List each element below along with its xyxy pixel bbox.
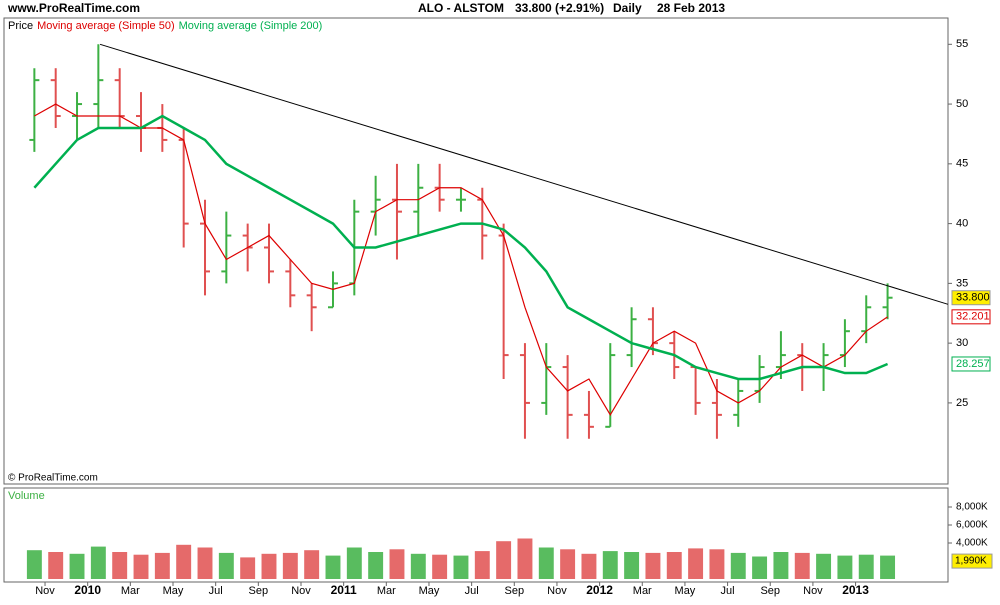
volume-bar <box>837 555 853 579</box>
volume-bar <box>48 552 64 579</box>
volume-bar <box>794 552 810 579</box>
last-volume-box <box>951 553 993 569</box>
x-tick-label: Jul <box>465 585 479 597</box>
x-tick-label: 2010 <box>74 583 101 597</box>
site-name: www.ProRealTime.com <box>7 1 140 15</box>
y-tick-label: 40 <box>956 218 968 230</box>
y-tick-label: 45 <box>956 158 968 170</box>
quote: 33.800 (+2.91%) <box>515 1 604 15</box>
volume-bar <box>325 555 341 579</box>
x-tick-label: May <box>419 585 440 597</box>
volume-bar <box>858 554 874 579</box>
volume-bar <box>432 554 448 579</box>
volume-bar <box>368 552 384 579</box>
x-tick-label: Nov <box>547 585 567 597</box>
y-tick-label: 25 <box>956 397 968 409</box>
volume-bar <box>752 556 768 579</box>
volume-bar <box>197 547 213 579</box>
x-tick-label: Jul <box>209 585 223 597</box>
x-tick-label: May <box>163 585 184 597</box>
y-tick-label: 50 <box>956 98 968 110</box>
volume-bar <box>496 541 512 579</box>
x-tick-label: Nov <box>803 585 823 597</box>
instrument: ALO - ALSTOM <box>418 1 504 15</box>
volume-bar <box>112 552 128 579</box>
moving-average <box>33 114 889 381</box>
volume-bar <box>602 551 618 579</box>
moving-average <box>34 103 888 417</box>
volume-bar <box>709 549 725 579</box>
volume-bar <box>389 549 405 579</box>
volume-bar <box>474 551 490 579</box>
volume-bar <box>880 555 896 579</box>
volume-bar <box>218 552 234 579</box>
last-value-label: 32.201 <box>956 311 990 323</box>
volume-bar <box>645 552 661 579</box>
volume-bar <box>666 552 682 579</box>
volume-bar <box>560 549 576 579</box>
volume-bar <box>304 550 320 579</box>
volume-bar <box>240 557 256 579</box>
x-tick-label: 2013 <box>842 583 869 597</box>
last-value-box <box>951 356 991 372</box>
y-tick-label: 8,000K <box>956 502 988 513</box>
trendline <box>99 43 949 305</box>
last-value-label: 28.257 <box>956 358 990 370</box>
volume-bar <box>624 552 640 579</box>
x-tick-label: Nov <box>291 585 311 597</box>
x-tick-label: Sep <box>760 585 780 597</box>
volume-bar <box>538 547 554 579</box>
x-tick-label: Mar <box>121 585 140 597</box>
last-value-box <box>951 290 991 306</box>
last-value-label: 33.800 <box>956 292 990 304</box>
last-volume-label: 1,990K <box>955 556 987 567</box>
price-frame <box>3 17 949 485</box>
volume-bar <box>453 555 469 579</box>
y-tick-label: 55 <box>956 38 968 50</box>
volume-bar <box>69 553 85 579</box>
volume-bar <box>282 552 298 579</box>
volume-bar <box>517 538 533 579</box>
volume-bar <box>346 547 362 579</box>
volume-bar <box>688 548 704 579</box>
volume-bar <box>90 546 106 579</box>
x-tick-label: Sep <box>505 585 525 597</box>
volume-bar <box>581 553 597 579</box>
x-tick-label: Mar <box>377 585 396 597</box>
volume-bar <box>133 554 149 579</box>
last-value-box <box>951 309 991 325</box>
x-tick-label: Mar <box>633 585 652 597</box>
y-tick-label: 30 <box>956 337 968 349</box>
x-tick-label: Jul <box>721 585 735 597</box>
volume-bar <box>176 544 192 579</box>
volume-bar <box>730 552 746 579</box>
volume-bar <box>261 553 277 579</box>
volume-bar <box>816 553 832 579</box>
period: Daily <box>613 1 642 15</box>
legend-entry: Moving average (Simple 50) <box>37 20 175 32</box>
volume-title: Volume <box>8 490 45 502</box>
legend-entry: Moving average (Simple 200) <box>179 20 323 32</box>
volume-bar <box>410 553 426 579</box>
y-tick-label: 4,000K <box>956 538 988 549</box>
volume-bar <box>773 552 789 579</box>
x-tick-label: 2012 <box>586 583 613 597</box>
volume-bar <box>154 552 170 579</box>
date: 28 Feb 2013 <box>657 1 725 15</box>
y-tick-label: 35 <box>956 277 968 289</box>
legend-entry: Price <box>8 20 33 32</box>
x-tick-label: Sep <box>249 585 269 597</box>
x-tick-label: May <box>675 585 696 597</box>
copyright: © ProRealTime.com <box>8 473 98 484</box>
volume-bar <box>26 550 42 579</box>
x-tick-label: 2011 <box>331 583 357 597</box>
y-tick-label: 6,000K <box>956 520 988 531</box>
volume-frame <box>3 487 949 583</box>
x-tick-label: Nov <box>35 585 55 597</box>
